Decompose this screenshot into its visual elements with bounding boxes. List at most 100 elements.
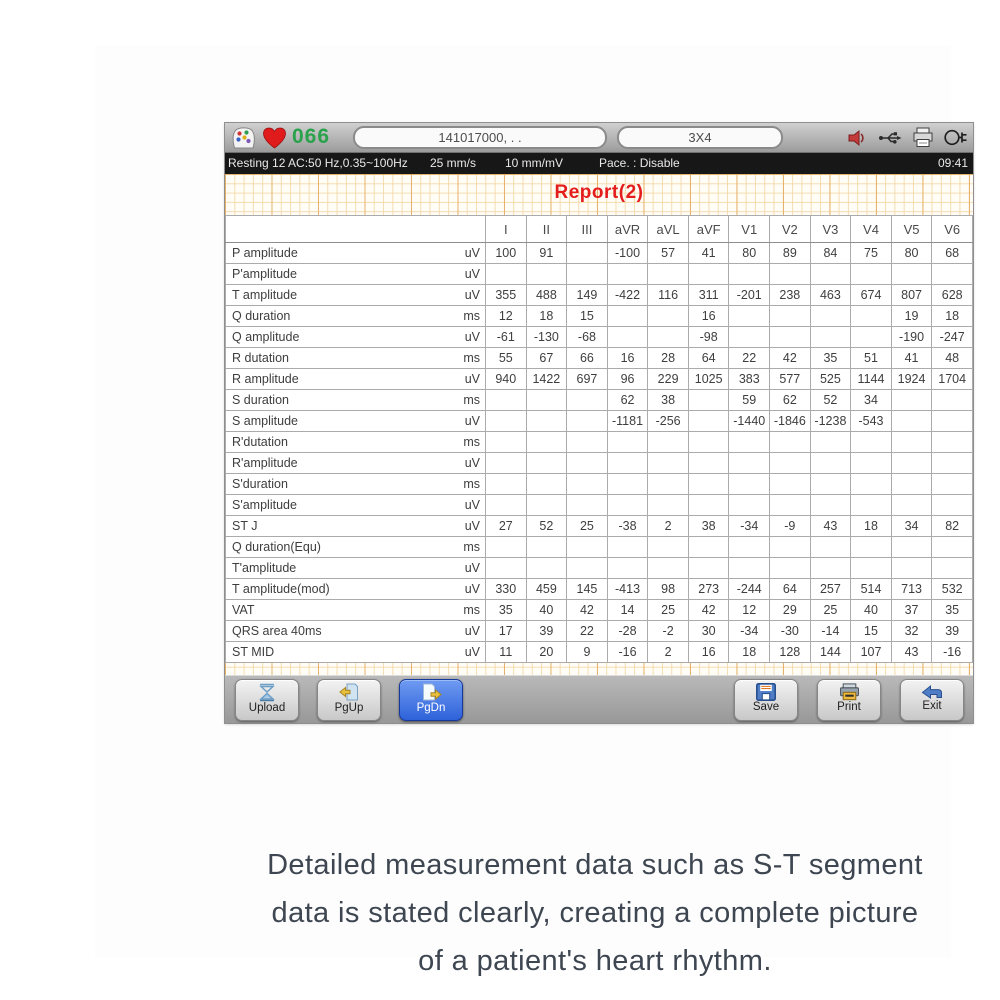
- value-cell: 19: [890, 305, 933, 327]
- parameter-unit: ms: [463, 435, 480, 449]
- value-cell: [525, 494, 568, 516]
- lead-column-header: aVL: [647, 215, 689, 243]
- value-cell: [687, 431, 730, 453]
- value-cell: 9: [566, 641, 608, 663]
- value-cell: [606, 431, 649, 453]
- value-cell: -247: [931, 326, 973, 348]
- value-cell: 713: [890, 578, 933, 600]
- print-button[interactable]: Print: [817, 679, 881, 721]
- value-cell: [566, 389, 608, 411]
- value-cell: 38: [687, 515, 730, 537]
- value-cell: 35: [485, 599, 527, 621]
- value-cell: 257: [809, 578, 852, 600]
- value-cell: 15: [850, 620, 892, 642]
- value-cell: -256: [647, 410, 689, 432]
- value-cell: 807: [890, 284, 933, 306]
- value-cell: 463: [809, 284, 852, 306]
- value-cell: 20: [525, 641, 568, 663]
- value-cell: [485, 473, 527, 495]
- parameter-unit: uV: [464, 330, 480, 344]
- value-cell: 1422: [525, 368, 568, 390]
- table-row: VAT ms 35 40 42 14 25 42 12 29 25 40 37 35: [225, 599, 973, 621]
- value-cell: 62: [769, 389, 811, 411]
- value-cell: 145: [566, 578, 608, 600]
- heart-rate-value: 066: [292, 125, 331, 148]
- value-cell: 30: [687, 620, 730, 642]
- value-cell: 42: [566, 599, 608, 621]
- value-cell: [566, 242, 608, 264]
- value-cell: 383: [728, 368, 771, 390]
- parameter-unit: uV: [464, 267, 480, 281]
- value-cell: [566, 494, 608, 516]
- value-cell: [687, 452, 730, 474]
- value-cell: -34: [728, 620, 771, 642]
- value-cell: 52: [525, 515, 568, 537]
- parameter-name: ST J: [232, 519, 258, 533]
- value-cell: [809, 305, 852, 327]
- value-cell: [606, 473, 649, 495]
- value-cell: [890, 263, 933, 285]
- value-cell: [769, 431, 811, 453]
- page-down-button-label: PgDn: [416, 702, 446, 714]
- value-cell: 12: [485, 305, 527, 327]
- page-down-button[interactable]: PgDn: [399, 679, 463, 721]
- parameter-name: VAT: [232, 603, 255, 617]
- value-cell: 229: [647, 368, 689, 390]
- patient-id-field[interactable]: 141017000, . .: [353, 126, 607, 149]
- table-row: S duration ms 62 38 59 62 52 34: [225, 389, 973, 411]
- value-cell: [890, 494, 933, 516]
- parameter-unit: uV: [464, 288, 480, 302]
- value-cell: 18: [931, 305, 973, 327]
- lead-column-header: V4: [850, 215, 892, 243]
- value-cell: 25: [809, 599, 852, 621]
- value-cell: -100: [606, 242, 649, 264]
- value-cell: 311: [687, 284, 730, 306]
- parameter-unit: ms: [463, 603, 480, 617]
- value-cell: 52: [809, 389, 852, 411]
- value-cell: [566, 410, 608, 432]
- value-cell: -1440: [728, 410, 771, 432]
- value-cell: 40: [525, 599, 568, 621]
- value-cell: [687, 536, 730, 558]
- value-cell: [525, 410, 568, 432]
- value-cell: 43: [809, 515, 852, 537]
- value-cell: 11: [485, 641, 527, 663]
- value-cell: [890, 410, 933, 432]
- value-cell: [850, 452, 892, 474]
- parameter-label-cell: QRS area 40ms uV: [225, 620, 486, 642]
- status-gain: 10 mm/mV: [505, 156, 564, 170]
- table-row: T'amplitude uV: [225, 557, 973, 579]
- table-row: Q amplitude uV -61 -130 -68 -98 -190 -247: [225, 326, 973, 348]
- value-cell: [647, 305, 689, 327]
- save-button-label: Save: [752, 701, 780, 713]
- display-mode-field[interactable]: 3X4: [617, 126, 783, 149]
- ecg-device-screen: 066 141017000, . . 3X4: [224, 122, 974, 724]
- lead-column-header: aVF: [687, 215, 730, 243]
- page-up-button[interactable]: PgUp: [317, 679, 381, 721]
- parameter-column-header: [225, 215, 486, 243]
- value-cell: 39: [525, 620, 568, 642]
- save-button[interactable]: Save: [734, 679, 798, 721]
- parameter-unit: ms: [463, 477, 480, 491]
- parameter-unit: ms: [463, 351, 480, 365]
- value-cell: [606, 536, 649, 558]
- value-cell: 1924: [890, 368, 933, 390]
- value-cell: 64: [687, 347, 730, 369]
- parameter-name: R'amplitude: [232, 456, 298, 470]
- value-cell: [728, 494, 771, 516]
- exit-button[interactable]: Exit: [900, 679, 964, 721]
- value-cell: [769, 494, 811, 516]
- value-cell: -543: [850, 410, 892, 432]
- parameter-unit: uV: [464, 456, 480, 470]
- value-cell: 15: [566, 305, 608, 327]
- value-cell: [647, 494, 689, 516]
- value-cell: [931, 557, 973, 579]
- upload-button[interactable]: Upload: [235, 679, 299, 721]
- value-cell: [850, 263, 892, 285]
- status-bar: Resting 12 AC:50 Hz,0.35~100Hz 25 mm/s 1…: [225, 153, 973, 174]
- table-row: S'amplitude uV: [225, 494, 973, 516]
- value-cell: [647, 536, 689, 558]
- value-cell: 98: [647, 578, 689, 600]
- value-cell: [566, 452, 608, 474]
- parameter-name: S duration: [232, 393, 289, 407]
